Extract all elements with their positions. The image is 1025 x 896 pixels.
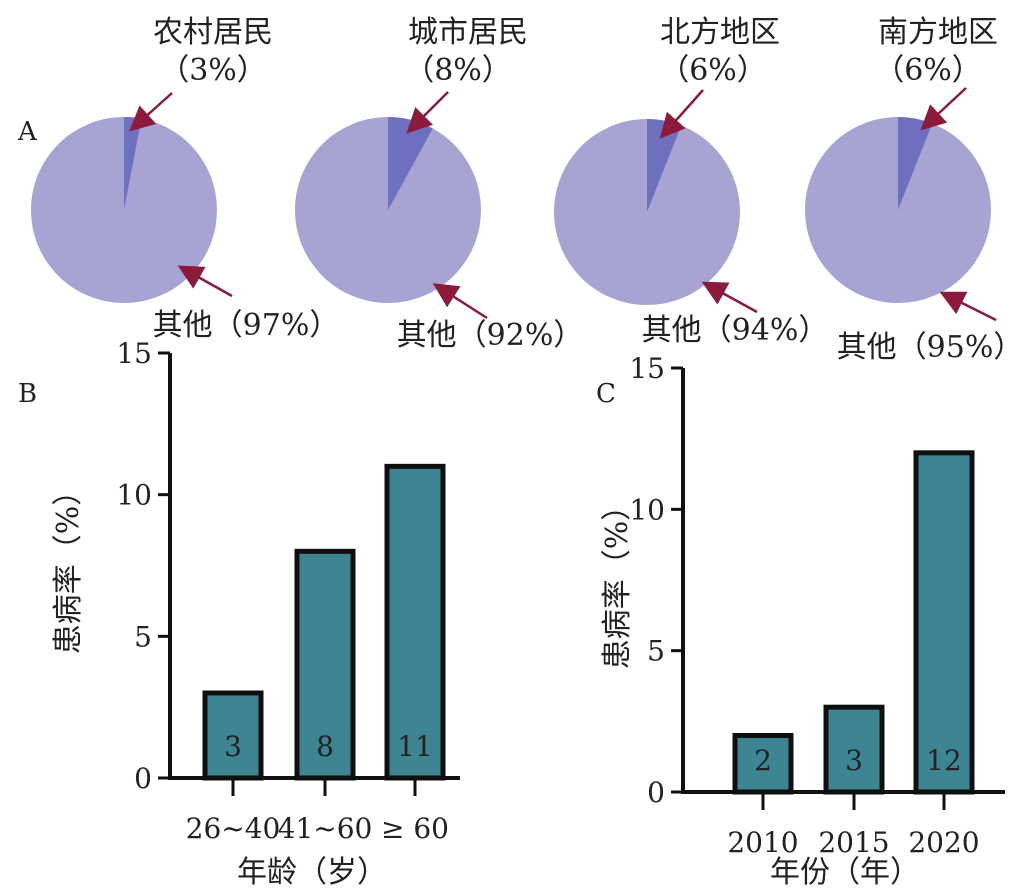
ylabel-c: 患病率（%） xyxy=(600,491,635,670)
bar xyxy=(732,732,794,795)
pie-slice-group xyxy=(388,117,433,210)
arrow-other xyxy=(701,281,758,314)
bar-data-label: 11 xyxy=(397,730,433,763)
bar-data-label: 3 xyxy=(224,730,242,763)
bar-chart-year: 0 5 10 15 2 2010 3 2015 12 2020 xyxy=(629,352,1005,859)
pie-group-percent: （8%） xyxy=(404,53,512,88)
arrow-group xyxy=(406,91,449,134)
y-tick-label: 0 xyxy=(647,776,665,809)
bar-data-label: 3 xyxy=(845,744,863,777)
ylabel-b: 患病率（%） xyxy=(51,476,86,655)
pie-group-name: 北方地区 xyxy=(660,15,780,50)
pie-other-label: 其他（95%） xyxy=(837,330,1024,365)
pie-charts: 农村居民（3%）其他（97%）城市居民（8%）其他（92%）北方地区（6%）其他… xyxy=(31,15,1023,365)
panel-label-c: C xyxy=(596,379,616,409)
pie-chart: 城市居民（8%） 其他（92%） xyxy=(295,15,583,353)
pie-slice-group xyxy=(124,117,142,210)
x-tick-label: 26~40 xyxy=(186,812,281,845)
pie-other-label: 其他（97%） xyxy=(153,308,340,343)
x-tick-label: 2010 xyxy=(727,826,798,859)
y-tick-label: 10 xyxy=(629,493,665,526)
x-tick-label: ≥ 60 xyxy=(381,812,449,845)
pie-group-name: 农村居民 xyxy=(153,15,273,50)
x-tick-label: 2015 xyxy=(818,826,889,859)
x-tick-label: 2020 xyxy=(908,826,979,859)
pie-group-percent: （3%） xyxy=(159,53,267,88)
pie-group-name: 城市居民 xyxy=(408,15,528,50)
pie-slice-group xyxy=(647,119,682,212)
pie-group-percent: （6%） xyxy=(874,53,982,88)
y-tick-label: 15 xyxy=(116,337,152,370)
pie-chart: 北方地区（6%） 其他（94%） xyxy=(554,15,828,348)
panel-label-b: B xyxy=(18,379,37,409)
arrow-other xyxy=(939,291,997,322)
x-tick-label: 41~60 xyxy=(278,812,373,845)
bar-data-label: 8 xyxy=(316,730,334,763)
y-tick-label: 0 xyxy=(134,762,152,795)
bar-data-label: 2 xyxy=(754,744,772,777)
bar-chart-age: 0 5 10 15 3 26~40 8 41~60 11 ≥ 60 xyxy=(116,337,460,845)
y-tick-label: 10 xyxy=(116,479,152,512)
arrow-group xyxy=(920,87,967,131)
pie-slice-group xyxy=(898,117,933,210)
arrow-group xyxy=(129,92,173,132)
bar xyxy=(913,450,975,795)
y-tick-label: 5 xyxy=(134,620,152,653)
pie-chart: 农村居民（3%） 其他（97%） xyxy=(31,15,339,343)
bar-data-label: 12 xyxy=(926,744,962,777)
pie-other-label: 其他（94%） xyxy=(642,313,829,348)
panel-label-a: A xyxy=(17,117,38,147)
pie-group-name: 南方地区 xyxy=(878,15,998,50)
pie-group-percent: （6%） xyxy=(659,53,767,88)
pie-chart: 南方地区（6%） 其他（95%） xyxy=(805,15,1023,365)
xlabel-b: 年龄（岁） xyxy=(237,855,387,890)
pie-other-label: 其他（92%） xyxy=(397,318,584,353)
arrow-other xyxy=(432,283,488,320)
xlabel-c: 年份（年） xyxy=(770,855,920,890)
arrow-group xyxy=(659,89,704,139)
y-tick-label: 15 xyxy=(629,352,665,385)
arrow-other xyxy=(177,265,233,298)
y-tick-label: 5 xyxy=(647,635,665,668)
